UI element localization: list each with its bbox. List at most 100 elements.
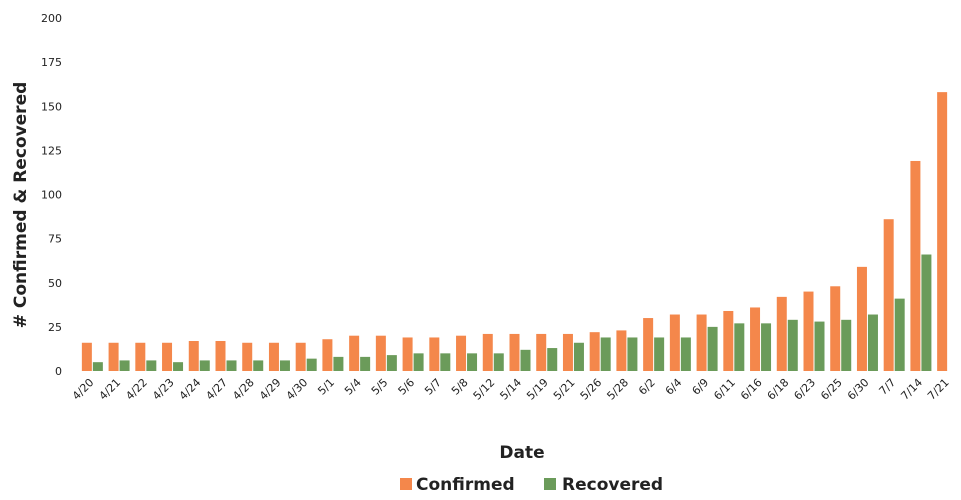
y-tick-label: 75	[48, 233, 62, 246]
legend-label-confirmed: Confirmed	[416, 475, 515, 495]
bar-recovered-5-7	[440, 353, 451, 371]
legend-swatch-recovered	[544, 478, 556, 490]
x-tick-label: 4/29	[257, 376, 284, 403]
x-tick-label: 7/7	[877, 376, 899, 398]
bar-confirmed-6-23	[803, 291, 814, 371]
bar-recovered-4-29	[279, 360, 290, 371]
y-axis-ticks: 0 25 50 75 100 125 150 175 200	[41, 12, 62, 378]
x-tick-label: 4/20	[70, 376, 97, 403]
bar-recovered-5-28	[627, 337, 638, 371]
bar-recovered-5-1	[333, 356, 344, 371]
x-tick-label: 5/19	[524, 376, 551, 403]
bar-confirmed-4-30	[295, 342, 306, 371]
bar-confirmed-5-1	[322, 339, 333, 371]
x-axis-ticks: 4/20 4/21 4/22 4/23 4/24 4/27 4/28 4/29 4/30 5/1 5…	[70, 376, 952, 403]
bar-recovered-6-25	[841, 319, 852, 371]
bar-confirmed-6-18	[776, 296, 787, 371]
y-tick-label: 200	[41, 12, 62, 25]
x-tick-label: 4/24	[177, 376, 204, 403]
bar-recovered-5-19	[547, 348, 558, 371]
x-tick-label: 4/28	[230, 376, 257, 403]
bar-confirmed-4-27	[215, 340, 226, 371]
bar-recovered-6-18	[787, 319, 798, 371]
legend-label-recovered: Recovered	[562, 475, 663, 495]
bar-recovered-6-2	[654, 337, 665, 371]
bar-recovered-6-11	[734, 323, 745, 371]
bar-recovered-5-12	[493, 353, 504, 371]
x-tick-label: 6/30	[845, 376, 872, 403]
bar-confirmed-5-5	[375, 335, 386, 371]
x-tick-label: 5/26	[578, 376, 605, 403]
bar-recovered-6-30	[867, 314, 878, 371]
bar-confirmed-5-28	[616, 330, 627, 371]
bar-recovered-5-8	[467, 353, 478, 371]
y-tick-label: 0	[55, 365, 62, 378]
x-tick-label: 6/18	[765, 376, 792, 403]
x-tick-label: 4/30	[284, 376, 311, 403]
bars	[81, 92, 948, 371]
bar-confirmed-6-25	[830, 286, 841, 371]
bar-recovered-4-24	[199, 360, 210, 371]
x-tick-label: 5/6	[396, 376, 418, 398]
bar-confirmed-6-9	[696, 314, 707, 371]
bar-confirmed-4-28	[242, 342, 253, 371]
y-tick-label: 25	[48, 321, 62, 334]
x-tick-label: 6/25	[818, 376, 845, 403]
x-tick-label: 6/16	[738, 376, 765, 403]
bar-confirmed-4-24	[188, 340, 199, 371]
bar-recovered-4-30	[306, 358, 317, 371]
y-tick-label: 150	[41, 100, 62, 113]
bar-confirmed-4-29	[268, 342, 279, 371]
x-tick-label: 4/21	[97, 376, 124, 403]
x-tick-label: 5/28	[604, 376, 631, 403]
bar-recovered-5-4	[360, 356, 371, 371]
bar-confirmed-4-22	[135, 342, 146, 371]
x-axis-title: Date	[499, 443, 544, 463]
y-tick-label: 175	[41, 56, 62, 69]
bar-recovered-4-27	[226, 360, 237, 371]
bar-confirmed-6-30	[856, 266, 867, 371]
bar-confirmed-4-23	[162, 342, 173, 371]
bar-confirmed-6-11	[723, 310, 734, 371]
x-tick-label: 5/14	[497, 376, 524, 403]
bar-confirmed-6-16	[750, 307, 761, 371]
y-axis-title: # Confirmed & Recovered	[11, 82, 31, 329]
bar-recovered-4-22	[146, 360, 157, 371]
legend: Confirmed Recovered	[400, 475, 663, 495]
y-tick-label: 125	[41, 144, 62, 157]
bar-confirmed-6-4	[669, 314, 680, 371]
legend-swatch-confirmed	[400, 478, 412, 490]
bar-confirmed-4-20	[81, 342, 92, 371]
bar-confirmed-7-14	[910, 160, 921, 371]
bar-recovered-5-6	[413, 353, 424, 371]
bar-recovered-6-9	[707, 326, 718, 371]
bar-confirmed-7-7	[883, 219, 894, 371]
bar-confirmed-7-21	[937, 92, 948, 371]
bar-confirmed-5-14	[509, 333, 520, 371]
bar-recovered-6-23	[814, 321, 825, 371]
x-tick-label: 6/23	[791, 376, 818, 403]
bar-recovered-4-21	[119, 360, 130, 371]
x-tick-label: 5/7	[422, 376, 444, 398]
bar-confirmed-5-4	[349, 335, 360, 371]
bar-confirmed-5-6	[402, 337, 413, 371]
x-tick-label: 5/5	[369, 376, 391, 398]
x-tick-label: 5/12	[471, 376, 498, 403]
bar-recovered-7-14	[921, 254, 932, 371]
bar-confirmed-6-2	[643, 318, 654, 371]
bar-confirmed-5-19	[536, 333, 547, 371]
x-tick-label: 6/9	[690, 376, 712, 398]
x-tick-label: 7/21	[925, 376, 952, 403]
bar-recovered-4-23	[173, 362, 184, 371]
bar-confirmed-5-21	[562, 333, 573, 371]
x-tick-label: 5/4	[342, 376, 364, 398]
y-tick-label: 50	[48, 277, 62, 290]
x-tick-label: 6/11	[711, 376, 738, 403]
x-tick-label: 6/4	[663, 376, 685, 398]
x-tick-label: 5/8	[449, 376, 471, 398]
bar-confirmed-5-8	[456, 335, 467, 371]
x-tick-label: 7/14	[898, 376, 925, 403]
bar-recovered-7-7	[894, 298, 905, 371]
x-tick-label: 4/22	[123, 376, 150, 403]
